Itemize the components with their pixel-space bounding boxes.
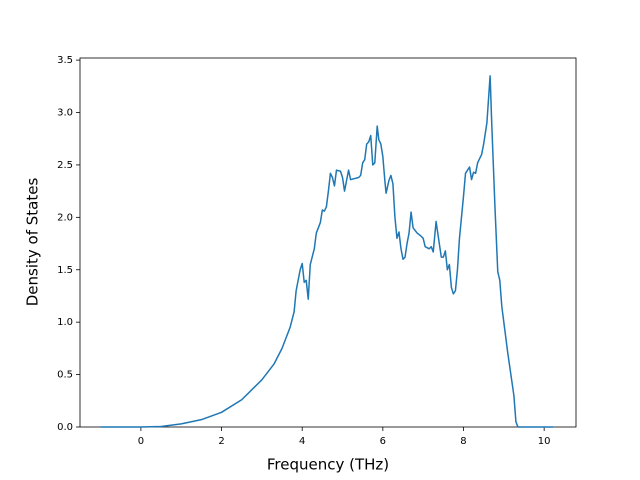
y-tick-label: 3.0 bbox=[57, 108, 73, 119]
y-tick-label: 0.0 bbox=[57, 422, 73, 433]
y-tick-label: 0.5 bbox=[57, 370, 73, 381]
axes-frame bbox=[79, 57, 577, 428]
y-tick-label: 1.0 bbox=[57, 317, 73, 328]
y-tick-label: 2.5 bbox=[57, 160, 73, 171]
y-tick-label: 2.0 bbox=[57, 212, 73, 223]
y-tick-label: 1.5 bbox=[57, 265, 73, 276]
y-axis-label: Density of States bbox=[24, 178, 42, 307]
x-tick-label: 8 bbox=[460, 436, 466, 447]
x-axis-label: Frequency (THz) bbox=[267, 456, 389, 474]
y-tick-label: 3.5 bbox=[57, 55, 73, 66]
x-tick-label: 6 bbox=[380, 436, 386, 447]
dos-line bbox=[100, 75, 554, 428]
x-tick-label: 2 bbox=[218, 436, 224, 447]
x-tick-label: 4 bbox=[299, 436, 305, 447]
x-tick-label: 10 bbox=[538, 436, 551, 447]
x-tick-label: 0 bbox=[138, 436, 144, 447]
